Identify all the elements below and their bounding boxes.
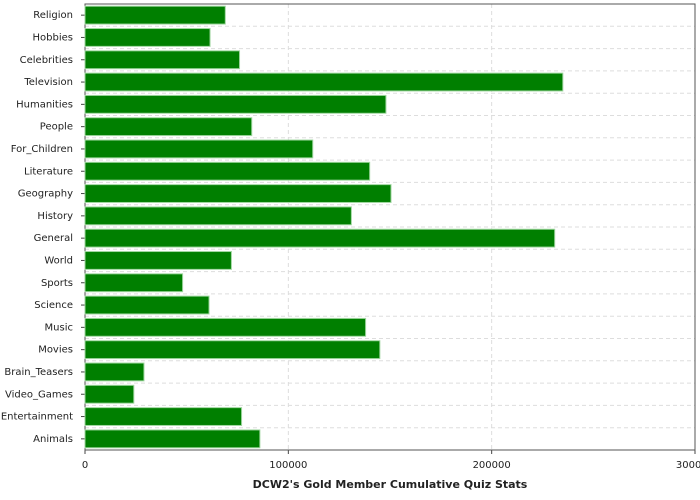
bar [84,251,232,270]
bar [84,184,392,203]
y-tick-label: Brain_Teasers [4,367,73,378]
x-tick-label: 0 [82,460,88,471]
y-tick-label: Hobbies [33,32,73,43]
y-tick-label: History [37,211,73,222]
x-tick-label: 300000 [676,460,700,471]
bar [84,429,261,449]
bar [84,72,564,92]
bar [84,273,184,293]
bar [84,340,381,360]
bar [84,161,371,181]
y-tick-label: Sports [41,278,73,289]
y-tick-label: Literature [24,166,73,177]
y-tick-label: Television [23,77,73,88]
bar [84,28,211,47]
y-tick-label: People [40,122,73,133]
bar [84,407,243,426]
bar [84,362,145,382]
bar [84,94,387,114]
bar [84,295,210,315]
y-tick-label: World [44,255,73,266]
x-axis-title: DCW2's Gold Member Cumulative Quiz Stats [253,478,528,491]
bar [84,228,556,248]
y-tick-label: General [34,233,73,244]
bar [84,206,352,226]
x-tick-label: 100000 [269,460,307,471]
y-tick-label: Geography [18,189,73,200]
bar [84,317,367,337]
y-tick-label: Humanities [16,99,73,110]
plot-frame [84,3,696,451]
bar [84,50,241,70]
y-tick-label: Movies [38,345,73,356]
bar [84,117,253,137]
y-tick-label: Video_Games [5,389,73,400]
y-tick-label: Celebrities [20,55,73,66]
y-tick-label: Music [45,322,73,333]
y-tick-label: Science [34,300,73,311]
bar [84,5,226,25]
y-tick-label: Entertainment [1,412,73,423]
y-tick-label: For_Children [11,144,73,155]
y-tick-label: Animals [33,434,73,445]
bar [84,384,135,404]
y-tick-label: Religion [33,10,73,21]
x-tick-label: 200000 [473,460,511,471]
bar [84,139,314,159]
